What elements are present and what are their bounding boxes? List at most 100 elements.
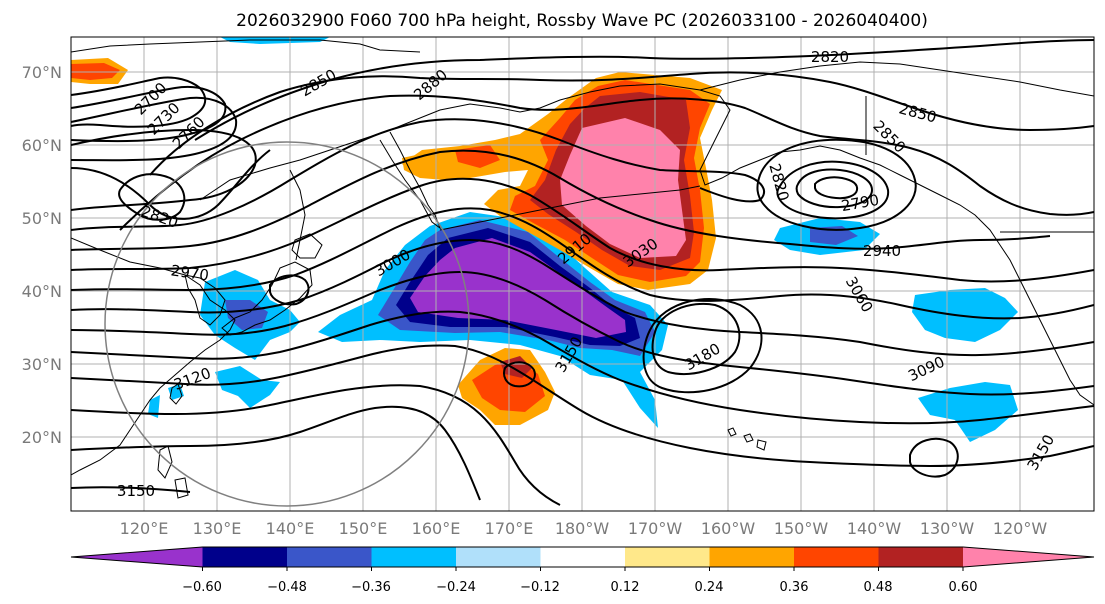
colorbar-tick-label: 0.12	[611, 580, 640, 595]
lon-label: 140°E	[266, 519, 315, 538]
contour-2730	[71, 86, 227, 143]
anomaly-neg-tropical-west	[148, 395, 160, 418]
contour-hawaii-high	[909, 437, 959, 478]
coast-taiwan	[169, 383, 183, 405]
coast-asia-north	[71, 39, 421, 53]
coast-hokkaido	[291, 233, 323, 259]
lon-label: 150°E	[339, 519, 388, 538]
colorbar-segment	[371, 547, 457, 567]
height-contours	[71, 39, 1094, 506]
colorbar-tick-label: 0.60	[949, 580, 978, 595]
lon-label: 170°W	[628, 519, 683, 538]
contour-2850-north	[149, 71, 1094, 176]
anomaly-neg-alaska-gulf-core	[810, 226, 858, 245]
coast-alaska-north	[699, 61, 1094, 97]
coast-aleutians	[439, 185, 701, 231]
lon-label: 160°E	[412, 519, 461, 538]
coast-korea-china	[71, 237, 236, 476]
negative-anomaly-shading	[148, 212, 1018, 442]
lat-label: 30°N	[22, 355, 62, 374]
contour-3030	[71, 238, 1094, 357]
colorbar-segment	[456, 547, 541, 567]
colorbar-segment	[794, 547, 879, 567]
anomaly-neg-japan-mid	[225, 300, 268, 330]
colorbar-segment	[709, 547, 795, 567]
lon-label: 120°W	[993, 519, 1048, 538]
coastlines	[71, 39, 1094, 499]
contour-2880	[119, 94, 1094, 231]
lat-label: 20°N	[22, 428, 62, 447]
colorbar-tick-label: −0.12	[520, 580, 560, 595]
colorbar-tick-label: −0.48	[267, 580, 307, 595]
colorbar-tick-label: 0.24	[695, 580, 724, 595]
colorbar-segment	[878, 547, 964, 567]
contour-label: 3150	[117, 482, 155, 500]
lon-label: 170°E	[485, 519, 534, 538]
lat-label: 50°N	[22, 209, 62, 228]
coast-hawaii	[727, 427, 767, 451]
colorbar-tick-label: 0.36	[780, 580, 809, 595]
longitude-labels: 120°E 130°E 140°E 150°E 160°E 170°E 180°…	[120, 519, 1048, 538]
lat-label: 70°N	[22, 63, 62, 82]
coast-japan	[221, 261, 313, 336]
contour-high-3150-ring	[642, 298, 763, 394]
contour-2760	[71, 96, 238, 162]
contour-ring-low-3	[814, 176, 859, 200]
coast-korea-peninsula	[184, 274, 226, 326]
map-panel: 2820 2850 2880 2700 2730 2760 2850 2790 …	[71, 37, 1094, 511]
coast-bering-alaska	[619, 83, 1094, 406]
contour-japan-low	[269, 274, 310, 306]
colorbar-tick-label: 0.48	[864, 580, 893, 595]
contour-ring-low-2	[795, 168, 874, 209]
anomaly-pos-subtropical-core	[500, 356, 532, 378]
contour-label: 2970	[170, 261, 210, 284]
contour-ring-low-1	[776, 160, 890, 220]
anomaly-neg-california	[912, 288, 1018, 342]
lon-label: 180°W	[555, 519, 610, 538]
colorbar: −0.60 −0.48 −0.36 −0.24 −0.12 0.12 0.24 …	[70, 546, 1095, 595]
contour-low-west	[118, 173, 186, 221]
coast-sakhalin	[289, 169, 306, 261]
contour-2970	[71, 177, 1094, 283]
contour-3090	[71, 310, 1094, 425]
contour-label: 2940	[863, 242, 901, 260]
lon-label: 160°W	[701, 519, 756, 538]
contour-3180-south	[71, 486, 191, 493]
lon-label: 120°E	[120, 519, 169, 538]
anomaly-neg-east-china-sea	[215, 366, 280, 408]
contour-2820-west	[71, 149, 271, 220]
contour-subtropical-low	[503, 361, 536, 388]
colorbar-extend-high	[963, 547, 1094, 567]
lat-label: 40°N	[22, 282, 62, 301]
contour-3150-south	[71, 405, 481, 501]
colorbar-tick-label: −0.36	[351, 580, 391, 595]
lat-label: 60°N	[22, 136, 62, 155]
contour-3060	[71, 270, 1094, 396]
latitude-labels: 70°N 60°N 50°N 40°N 30°N 20°N	[22, 63, 62, 447]
radius-circle	[104, 141, 470, 507]
contour-3000	[71, 207, 1094, 320]
contour-label: 2820	[811, 48, 849, 66]
contour-2940	[71, 149, 1051, 251]
contour-3120	[71, 344, 1094, 468]
lon-label: 150°W	[774, 519, 829, 538]
anomaly-neg-hawaii-east	[918, 382, 1018, 442]
lon-label: 130°E	[193, 519, 242, 538]
colorbar-extend-low	[71, 547, 203, 567]
contour-2910	[71, 118, 765, 231]
coast-sea-of-okhotsk	[199, 85, 621, 201]
lon-label: 140°W	[847, 519, 902, 538]
anomaly-pos-siberia-rim	[71, 58, 128, 84]
colorbar-tick-label: −0.60	[182, 580, 222, 595]
colorbar-tick-label: −0.24	[436, 580, 476, 595]
contour-high-3180	[651, 302, 741, 375]
lon-label: 130°W	[920, 519, 975, 538]
positive-anomaly-shading	[71, 37, 722, 425]
colorbar-ticks: −0.60 −0.48 −0.36 −0.24 −0.12 0.12 0.24 …	[182, 580, 977, 595]
contour-ring-low-4	[756, 138, 917, 231]
colorbar-segment	[202, 547, 288, 567]
colorbar-segment	[287, 547, 372, 567]
contour-3150	[71, 384, 561, 506]
map-frame	[70, 36, 1095, 512]
